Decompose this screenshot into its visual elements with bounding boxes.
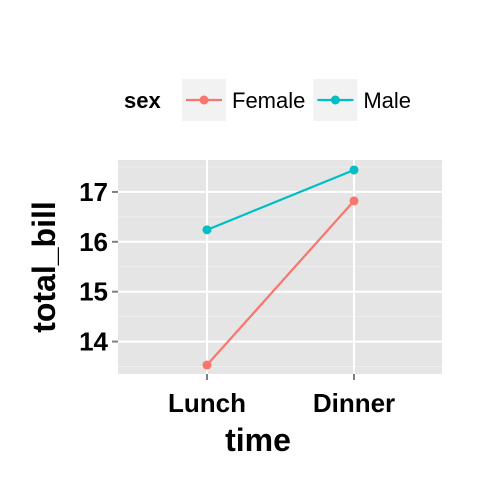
legend-key-point bbox=[199, 95, 209, 105]
y-axis-title: total_bill bbox=[26, 201, 62, 333]
y-axis: 14 15 16 17 bbox=[79, 177, 118, 357]
series-line-male bbox=[206, 168, 355, 231]
legend-label: Male bbox=[363, 88, 411, 113]
legend: sex Female Male bbox=[124, 79, 411, 121]
grid-minor bbox=[118, 166, 442, 367]
grid-major bbox=[118, 160, 442, 374]
x-axis: Lunch Dinner bbox=[168, 374, 395, 418]
series-line-female bbox=[206, 200, 355, 366]
y-tick-label: 17 bbox=[79, 177, 108, 207]
y-tick-label: 16 bbox=[79, 227, 108, 257]
y-tick-label: 15 bbox=[79, 277, 108, 307]
legend-label: Female bbox=[232, 88, 305, 113]
data-point-male bbox=[202, 225, 212, 235]
series-lines bbox=[206, 168, 355, 366]
data-point-female bbox=[349, 196, 359, 206]
legend-title: sex bbox=[124, 88, 161, 113]
data-point-female bbox=[202, 360, 212, 370]
series-points bbox=[202, 165, 359, 370]
legend-key-point bbox=[330, 95, 340, 105]
x-tick-label: Dinner bbox=[313, 388, 395, 418]
x-tick-label: Lunch bbox=[168, 388, 246, 418]
x-axis-title: time bbox=[225, 422, 291, 458]
data-point-male bbox=[349, 165, 359, 175]
y-tick-label: 14 bbox=[79, 327, 108, 357]
